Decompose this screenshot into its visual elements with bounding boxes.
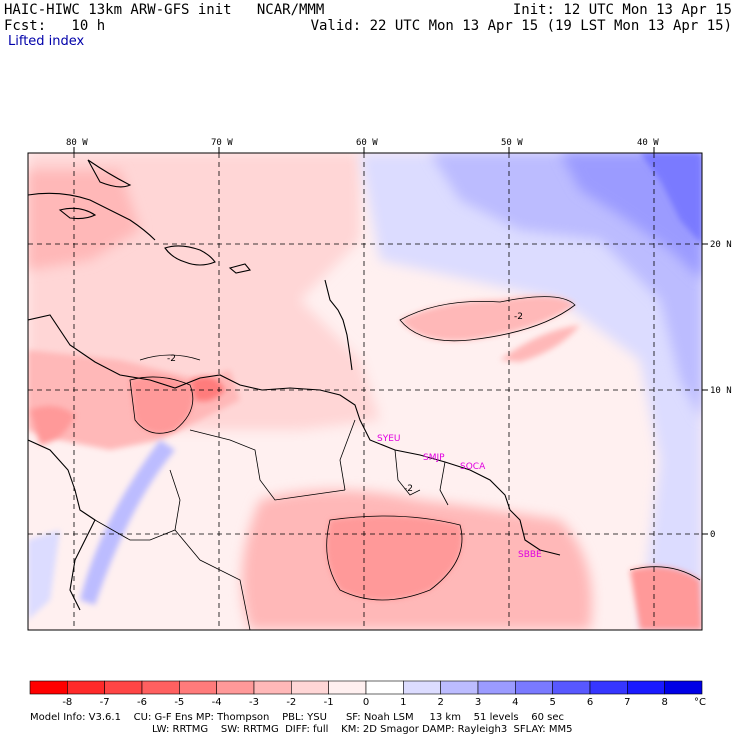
site-label-soca: SOCA xyxy=(460,462,486,472)
colorbar-swatch xyxy=(29,680,68,695)
graticule xyxy=(28,153,702,630)
site-label-sbbe: SBBE xyxy=(518,550,542,560)
contours xyxy=(129,296,701,601)
field-name: Lifted index xyxy=(8,34,85,49)
contour-label: -2 xyxy=(404,484,413,494)
lat-label-10n: 10 N xyxy=(710,386,732,396)
colorbar-labels: -8 -7 -6 -5 -4 -3 -2 -1 0 1 2 3 4 5 6 7 8 xyxy=(62,697,668,708)
lifted-index-field xyxy=(28,153,702,630)
colorbar-tick-label: -7 xyxy=(100,697,110,708)
lon-label-60w: 60 W xyxy=(356,138,378,148)
map-frame xyxy=(27,152,703,631)
colorbar-tick-label: 0 xyxy=(363,697,369,708)
colorbar xyxy=(29,680,703,695)
colorbar-swatch xyxy=(664,680,703,695)
colorbar-swatch xyxy=(328,680,367,695)
ticks xyxy=(73,147,708,535)
contour-label: -2 xyxy=(167,354,176,364)
lon-label-40w: 40 W xyxy=(637,138,659,148)
footer-physics: LW: RRTMG SW: RRTMG DIFF: full KM: 2D Sm… xyxy=(152,724,573,735)
footer-model-info: Model Info: V3.6.1 CU: G-F Ens MP: Thomp… xyxy=(30,712,565,723)
site-label-smjp: SMJP xyxy=(423,453,445,463)
colorbar-swatch xyxy=(589,680,628,695)
valid-time: Valid: 22 UTC Mon 13 Apr 15 (19 LST Mon … xyxy=(310,18,732,34)
lon-label-70w: 70 W xyxy=(211,138,233,148)
model-title: HAIC-HIWC 13km ARW-GFS init NCAR/MMM xyxy=(4,2,325,18)
colorbar-tick-label: 4 xyxy=(512,697,518,708)
forecast-hour: Fcst: 10 h xyxy=(4,18,106,34)
colorbar-tick-label: -1 xyxy=(324,697,334,708)
init-time: Init: 12 UTC Mon 13 Apr 15 xyxy=(512,2,732,18)
colorbar-swatch xyxy=(291,680,329,695)
lat-label-0: 0 xyxy=(710,530,715,540)
colorbar-swatch xyxy=(403,680,441,695)
colorbar-tick-label: 2 xyxy=(437,697,443,708)
colorbar-swatch xyxy=(365,680,404,695)
colorbar-swatch xyxy=(179,680,217,695)
colorbar-tick-label: 8 xyxy=(661,697,667,708)
colorbar-tick-label: 7 xyxy=(624,697,630,708)
colorbar-swatch xyxy=(67,680,105,695)
colorbar-tick-label: 5 xyxy=(549,697,555,708)
colorbar-swatch xyxy=(477,680,516,695)
colorbar-swatch xyxy=(104,680,143,695)
colorbar-tick-label: 1 xyxy=(400,697,406,708)
colorbar-swatch xyxy=(515,680,553,695)
colorbar-tick-label: -6 xyxy=(137,697,147,708)
lat-label-20n: 20 N xyxy=(710,240,732,250)
colorbar-swatch xyxy=(216,680,255,695)
coastlines xyxy=(28,159,561,611)
site-label-syeu: SYEU xyxy=(377,434,400,444)
contour-label: -2 xyxy=(514,312,523,322)
colorbar-tick-label: 6 xyxy=(587,697,593,708)
colorbar-tick-label: 3 xyxy=(475,697,481,708)
colorbar-unit: °C xyxy=(694,697,706,708)
lon-label-80w: 80 W xyxy=(66,138,88,148)
colorbar-tick-label: -5 xyxy=(174,697,184,708)
colorbar-swatch xyxy=(440,680,479,695)
colorbar-swatch xyxy=(253,680,292,695)
lon-label-50w: 50 W xyxy=(501,138,523,148)
colorbar-tick-label: -3 xyxy=(249,697,259,708)
colorbar-tick-label: -2 xyxy=(286,697,296,708)
colorbar-swatch xyxy=(141,680,180,695)
colorbar-tick-label: -4 xyxy=(212,697,222,708)
boundaries xyxy=(94,419,449,630)
colorbar-swatch xyxy=(552,680,591,695)
colorbar-swatch xyxy=(627,680,665,695)
colorbar-tick-label: -8 xyxy=(62,697,72,708)
